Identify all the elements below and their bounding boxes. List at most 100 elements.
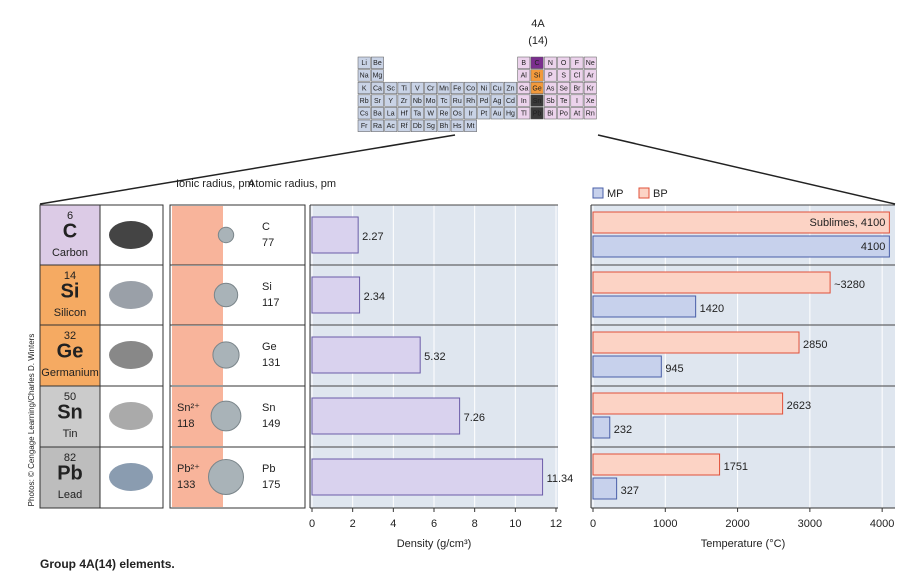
photo-sample [109,341,153,369]
pt-symbol: V [415,85,420,92]
pt-symbol: Cr [427,85,435,92]
pt-cell [464,119,477,132]
pt-symbol: Br [573,85,581,92]
atomic-number: 82 [64,452,76,464]
pt-cell [384,94,398,107]
element-name: Germanium [41,367,98,379]
pt-cell [371,69,384,82]
pt-cell [517,107,531,120]
pt-symbol: N [548,60,553,67]
pt-symbol: Ca [373,85,382,92]
ionic-radius: 133 [177,479,195,491]
pt-cell [397,94,411,107]
value-label: 327 [621,485,639,497]
pt-symbol: Te [560,98,568,105]
pt-symbol: B [521,60,526,67]
ionic-radius: 118 [177,418,195,430]
pt-symbol: Si [534,73,541,80]
atomic-symbol: C [262,221,270,233]
pt-cell [450,94,464,107]
pt-symbol: Cs [360,111,369,118]
pt-symbol: Ag [493,98,502,105]
pt-cell [583,56,597,69]
pt-symbol: Sc [387,85,396,92]
pt-cell [517,56,531,69]
pt-symbol: La [387,111,395,118]
atomic-number: 6 [67,210,73,222]
element-name: Tin [63,428,78,440]
pt-symbol: At [574,111,581,118]
pt-cell [357,69,371,82]
pt-symbol: Tc [440,98,448,105]
legend-label: BP [653,188,668,200]
pt-cell [410,81,424,95]
pt-cell [410,119,424,132]
value-label: 945 [665,363,683,375]
pt-symbol: Al [521,73,528,80]
pt-cell [410,94,424,107]
value-label: 2850 [803,339,827,351]
pt-symbol: Rn [586,111,595,118]
pt-cell [543,56,557,69]
pt-symbol: Db [413,123,422,130]
pt-cell [504,107,517,120]
pt-cell [437,107,451,120]
x-tick-label: 6 [431,518,437,530]
pt-symbol: Se [559,85,568,92]
pt-symbol: Sg [426,123,435,130]
pt-symbol: Pb [533,111,542,118]
pt-cell [357,107,371,120]
pt-symbol: Ti [401,85,407,92]
pt-symbol: Ac [387,123,396,130]
pt-symbol: Ra [373,123,382,130]
pt-symbol: S [561,73,566,80]
pt-cell [583,107,597,120]
element-name: Silicon [54,307,86,319]
pt-symbol: Ni [481,85,488,92]
caption: Group 4A(14) elements. [40,557,175,571]
x-tick-label: 0 [309,518,315,530]
pt-symbol: Tl [521,111,527,118]
bar [592,355,662,378]
element-tile [39,324,101,387]
pt-symbol: Cu [493,85,502,92]
bar [592,453,721,476]
pt-symbol: Ga [519,85,528,92]
zoom-line [597,134,896,205]
pt-symbol: Pd [480,98,489,105]
pt-cell [530,56,544,69]
photo-sample [109,221,153,249]
bar [592,235,890,258]
pt-symbol: Hg [506,111,515,118]
photo-sample [109,402,153,430]
pt-cell [357,94,371,107]
pt-symbol: Po [559,111,568,118]
pt-symbol: Bh [440,123,449,130]
bar [311,216,359,254]
pt-symbol: In [521,98,527,105]
pt-symbol: F [575,60,579,67]
element-symbol: Pb [57,462,83,484]
pt-symbol: Re [439,111,448,118]
value-label: 1420 [700,303,724,315]
pt-symbol: Mt [467,123,475,130]
bar [311,336,421,374]
pt-cell [424,119,438,132]
pt-symbol: W [427,111,434,118]
element-name: Lead [58,489,82,501]
atomic-number: 50 [64,391,76,403]
atomic-symbol: Pb [262,463,275,475]
pt-cell [557,81,571,95]
x-tick-label: 3000 [798,518,822,530]
pt-symbol: Y [388,98,393,105]
pt-cell [450,119,464,132]
group-number: (14) [528,35,548,47]
value-label: 4100 [861,241,885,253]
legend-swatch [638,187,650,199]
atomic-header: Atomic radius, pm [248,178,336,190]
pt-cell [570,107,584,120]
pt-cell [450,107,464,120]
ionic-header: Ionic radius, pm [176,178,254,190]
pt-symbol: Mn [439,85,449,92]
